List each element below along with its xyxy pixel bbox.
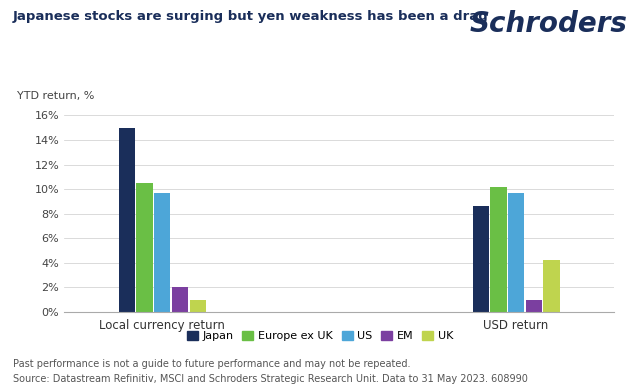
Text: Japanese stocks are surging but yen weakness has been a drag: Japanese stocks are surging but yen weak… <box>13 10 488 23</box>
Bar <box>543 261 559 312</box>
Bar <box>119 128 135 312</box>
Bar <box>472 206 489 312</box>
Bar <box>508 193 524 312</box>
Text: Schroders: Schroders <box>469 10 627 38</box>
Text: Past performance is not a guide to future performance and may not be repeated.: Past performance is not a guide to futur… <box>13 358 410 369</box>
Bar <box>172 287 188 312</box>
Bar <box>189 300 206 312</box>
Text: Source: Datastream Refinitiv, MSCI and Schroders Strategic Research Unit. Data t: Source: Datastream Refinitiv, MSCI and S… <box>13 374 527 384</box>
Bar <box>490 187 507 312</box>
Bar <box>525 300 542 312</box>
Bar <box>136 183 153 312</box>
Text: YTD return, %: YTD return, % <box>17 91 95 101</box>
Legend: Japan, Europe ex UK, US, EM, UK: Japan, Europe ex UK, US, EM, UK <box>182 326 458 346</box>
Bar <box>154 193 170 312</box>
